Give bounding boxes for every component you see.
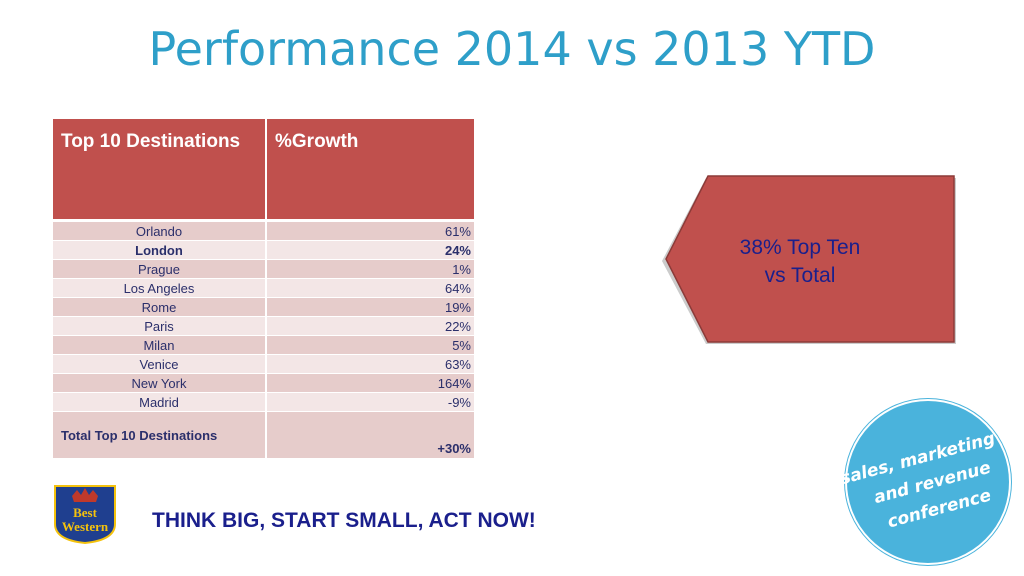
table-row: Prague 1% [53, 260, 474, 279]
table-row: Orlando 61% [53, 222, 474, 241]
destinations-table: Top 10 Destinations %Growth Orlando 61% … [53, 119, 474, 459]
table-row: Madrid -9% [53, 393, 474, 412]
slide-title: Performance 2014 vs 2013 YTD [148, 22, 876, 76]
destination-cell: New York [53, 374, 267, 393]
table-row: Paris 22% [53, 317, 474, 336]
header-growth: %Growth [267, 119, 474, 222]
total-row: Total Top 10 Destinations +30% [53, 412, 474, 459]
destination-cell: Venice [53, 355, 267, 374]
table-row: Los Angeles 64% [53, 279, 474, 298]
header-destinations: Top 10 Destinations [53, 119, 267, 222]
callout-line-1: 38% Top Ten [739, 236, 861, 259]
growth-cell: 64% [267, 279, 474, 298]
table-row: Venice 63% [53, 355, 474, 374]
destination-cell: Paris [53, 317, 267, 336]
growth-cell: 1% [267, 260, 474, 279]
table-row: London 24% [53, 241, 474, 260]
logo-text-western: Western [62, 519, 109, 534]
growth-cell: 19% [267, 298, 474, 317]
destination-cell: Prague [53, 260, 267, 279]
growth-cell: 24% [267, 241, 474, 260]
destination-cell: Rome [53, 298, 267, 317]
destination-cell: Madrid [53, 393, 267, 412]
best-western-logo: Best Western [54, 485, 116, 544]
growth-cell: 61% [267, 222, 474, 241]
growth-cell: 164% [267, 374, 474, 393]
growth-cell: -9% [267, 393, 474, 412]
conference-badge: sales, marketing and revenue conference [838, 398, 1012, 566]
total-value: +30% [267, 412, 474, 459]
growth-cell: 5% [267, 336, 474, 355]
table-row: New York 164% [53, 374, 474, 393]
table-header-row: Top 10 Destinations %Growth [53, 119, 474, 222]
destination-cell: London [53, 241, 267, 260]
table-row: Rome 19% [53, 298, 474, 317]
destination-cell: Milan [53, 336, 267, 355]
destination-cell: Los Angeles [53, 279, 267, 298]
logo-text-best: Best [73, 505, 98, 520]
growth-cell: 63% [267, 355, 474, 374]
table-row: Milan 5% [53, 336, 474, 355]
callout-text: 38% Top Ten vs Total [700, 234, 900, 290]
growth-cell: 22% [267, 317, 474, 336]
total-label: Total Top 10 Destinations [53, 412, 267, 459]
callout-line-2: vs Total [764, 264, 836, 287]
callout-arrow-shape [662, 175, 956, 344]
tagline: THINK BIG, START SMALL, ACT NOW! [152, 509, 536, 532]
destination-cell: Orlando [53, 222, 267, 241]
